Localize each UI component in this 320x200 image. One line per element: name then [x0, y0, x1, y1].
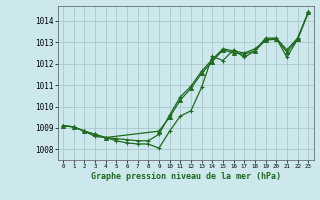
X-axis label: Graphe pression niveau de la mer (hPa): Graphe pression niveau de la mer (hPa): [91, 172, 281, 181]
